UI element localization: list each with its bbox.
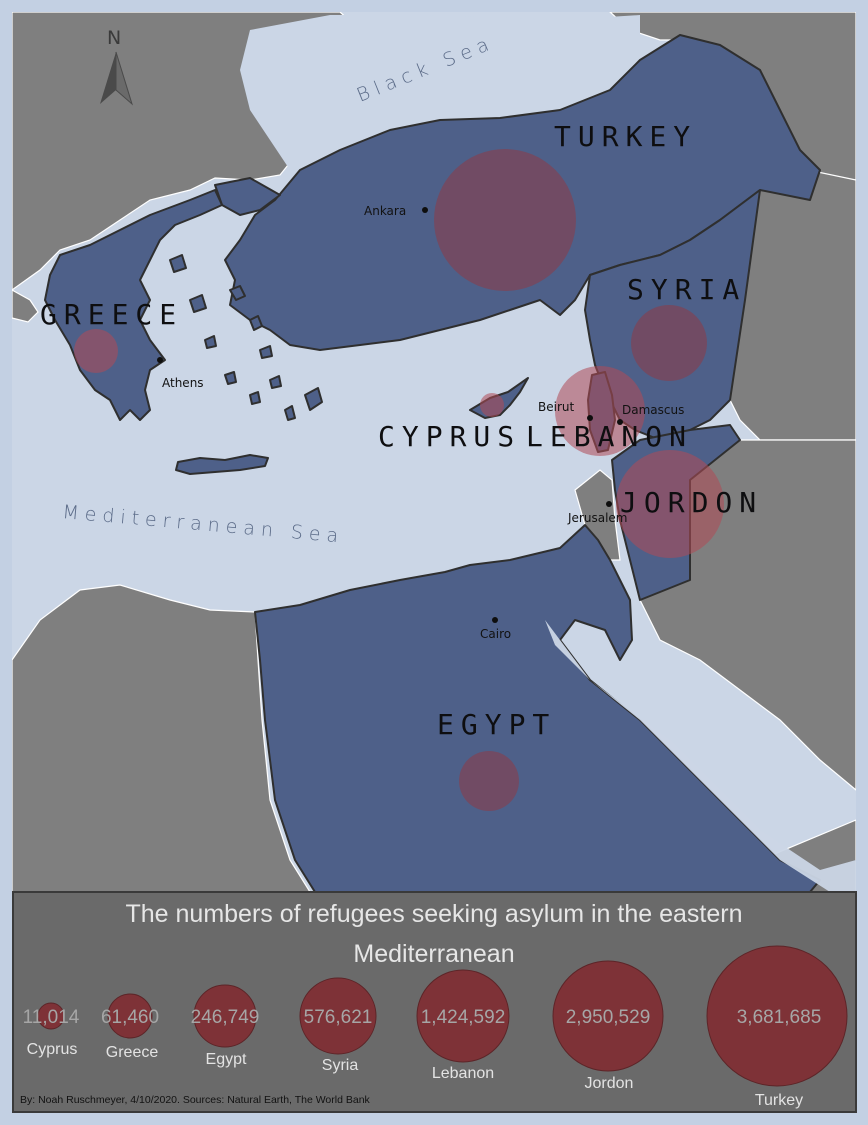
legend-name: Jordon — [585, 1075, 634, 1092]
country-label-turkey: TURKEY — [554, 120, 697, 153]
north-arrow-icon: N — [100, 27, 133, 106]
legend-item-jordon: 2,950,529 Jordon — [552, 960, 664, 1092]
legend-value: 2,950,529 — [566, 1007, 651, 1028]
city-label-ankara: Ankara — [364, 204, 406, 218]
legend-name: Cyprus — [27, 1041, 78, 1058]
bubble-syria — [631, 305, 707, 381]
aegean-islands — [169, 254, 323, 421]
legend-name: Syria — [322, 1057, 359, 1074]
land-crete — [175, 454, 269, 475]
credit-text: By: Noah Ruschmeyer, 4/10/2020. Sources:… — [20, 1094, 371, 1106]
legend-name: Egypt — [206, 1051, 247, 1068]
country-label-lebanon: LEBANON — [526, 420, 693, 453]
legend-value: 61,460 — [101, 1007, 159, 1028]
legend-name: Lebanon — [432, 1065, 494, 1082]
city-label-cairo: Cairo — [480, 627, 511, 641]
north-label: N — [107, 27, 121, 49]
legend-item-egypt: 246,749 Egypt — [191, 984, 260, 1068]
city-athens: Athens — [157, 357, 204, 390]
legend-value: 246,749 — [191, 1007, 260, 1028]
city-label-damascus: Damascus — [622, 403, 684, 417]
country-label-syria: SYRIA — [627, 273, 746, 306]
legend-name: Turkey — [755, 1092, 803, 1109]
legend-item-turkey: 3,681,685 Turkey — [706, 945, 848, 1109]
legend-value: 1,424,592 — [421, 1007, 506, 1028]
black-sea — [240, 15, 640, 175]
city-cairo: Cairo — [480, 617, 511, 641]
city-label-athens: Athens — [162, 376, 204, 390]
legend-name: Greece — [106, 1044, 159, 1061]
legend-item-lebanon: 1,424,592 Lebanon — [416, 969, 510, 1082]
legend-title-line1: The numbers of refugees seeking asylum i… — [125, 900, 742, 928]
city-damascus: Damascus — [617, 403, 684, 425]
country-label-jordon: JORDON — [620, 486, 763, 519]
country-label-cyprus: CYPRUS — [378, 420, 521, 453]
country-label-egypt: EGYPT — [437, 708, 556, 741]
land-egypt — [254, 524, 821, 893]
bubble-lebanon — [555, 366, 645, 456]
legend-item-cyprus: 11,014 Cyprus — [23, 1002, 80, 1058]
bubble-egypt — [459, 751, 519, 811]
bubble-jordon — [616, 450, 724, 558]
city-jerusalem: Jerusalem — [567, 501, 627, 525]
legend-item-syria: 576,621 Syria — [299, 977, 377, 1074]
city-ankara: Ankara — [364, 204, 428, 218]
legend-value: 576,621 — [304, 1007, 373, 1028]
city-beirut: Beirut — [538, 400, 593, 421]
city-label-beirut: Beirut — [538, 400, 574, 414]
legend-value: 11,014 — [23, 1007, 80, 1028]
country-label-greece: GREECE — [40, 298, 183, 331]
bubble-greece — [74, 329, 118, 373]
legend-item-greece: 61,460 Greece — [101, 993, 159, 1061]
bubble-cyprus — [480, 393, 504, 417]
city-label-jerusalem: Jerusalem — [567, 511, 627, 525]
bubble-turkey — [434, 149, 576, 291]
legend-value: 3,681,685 — [737, 1007, 822, 1028]
legend-title-line2: Mediterranean — [353, 940, 514, 968]
